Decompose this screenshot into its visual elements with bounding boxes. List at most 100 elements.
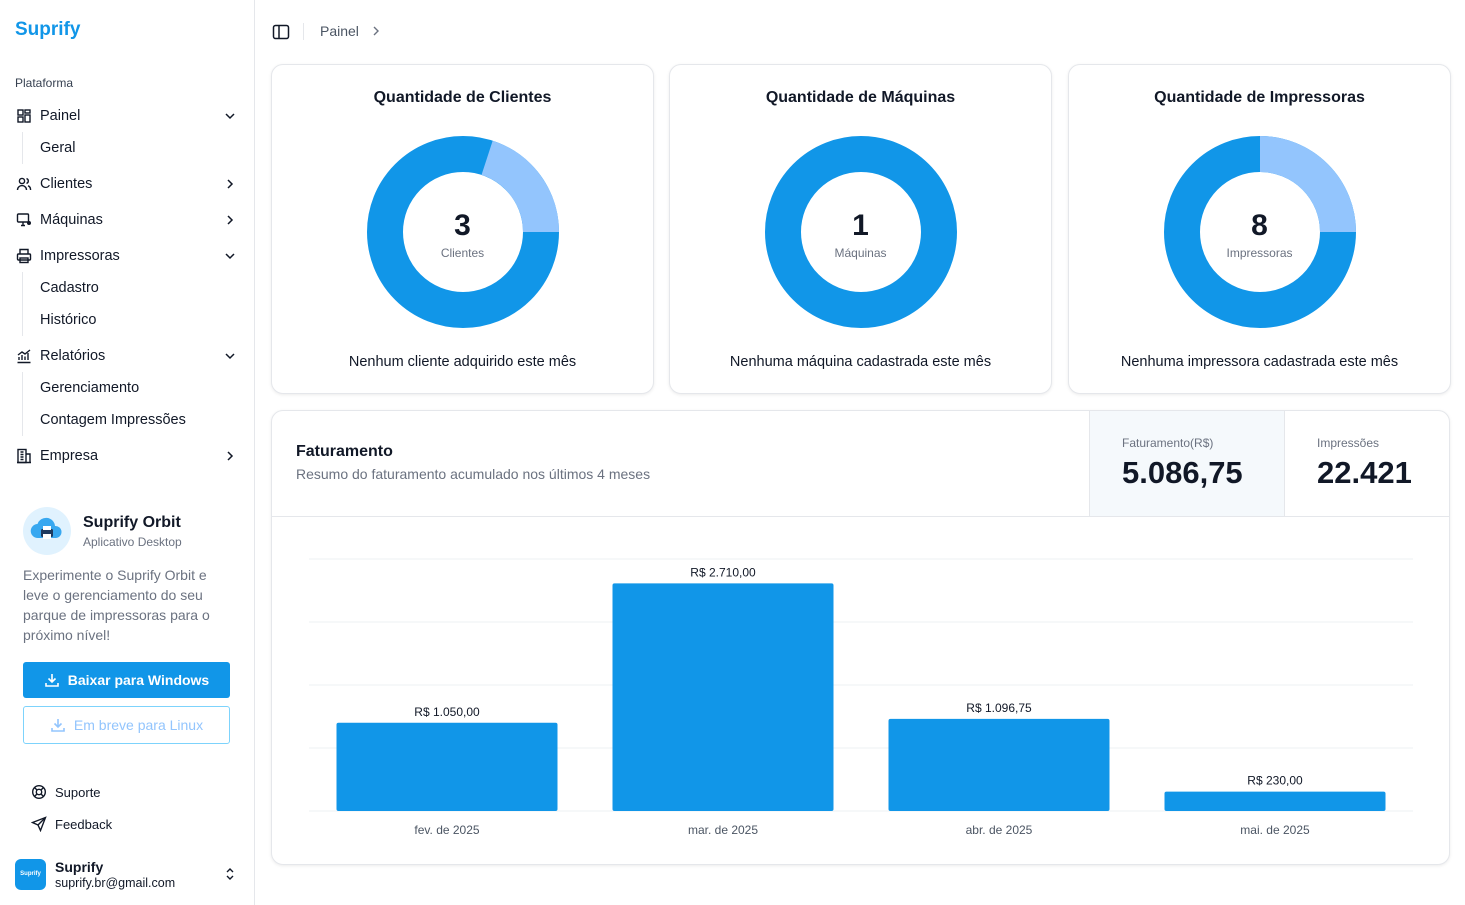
bar[interactable] <box>336 722 558 811</box>
sidebar-toggle-icon[interactable] <box>271 22 291 42</box>
chart-line-icon <box>16 348 32 364</box>
linux-coming-soon-label: Em breve para Linux <box>73 717 204 733</box>
stat-value: 1 <box>852 209 869 242</box>
download-icon <box>51 719 65 732</box>
sidebar-item-label: Empresa <box>40 448 99 464</box>
stat-title: Quantidade de Impressoras <box>1154 89 1365 106</box>
sidebar-item-painel[interactable]: Painel <box>8 100 248 132</box>
user-email: suprify.br@gmail.com <box>55 875 176 890</box>
donut-track <box>765 136 957 328</box>
stat-card-maquinas: Quantidade de Máquinas 1 Máquinas Nenhum… <box>669 64 1052 394</box>
support-label: Suporte <box>55 784 101 800</box>
sidebar-item-maquinas[interactable]: Máquinas <box>8 204 248 236</box>
bar-data-label: R$ 1.050,00 <box>414 705 480 719</box>
donut-segment <box>480 140 559 233</box>
printer-icon <box>16 248 32 264</box>
sidebar-item-label: Máquinas <box>40 212 103 228</box>
kpi-revenue[interactable]: Faturamento(R$) 5.086,75 <box>1089 411 1285 516</box>
kpi-prints-value: 22.421 <box>1317 455 1412 490</box>
kpi-prints-label: Impressões <box>1317 436 1380 450</box>
kpi-prints[interactable]: Impressões 22.421 <box>1284 411 1450 516</box>
linux-coming-soon-button: Em breve para Linux <box>23 706 230 744</box>
stat-title: Quantidade de Clientes <box>373 89 552 106</box>
revenue-card: Faturamento Resumo do faturamento acumul… <box>271 410 1450 865</box>
sidebar-submenu-relatorios: Gerenciamento Contagem Impressões <box>22 372 248 436</box>
x-tick-label: mai. de 2025 <box>1240 823 1310 837</box>
bar-data-label: R$ 2.710,00 <box>690 565 756 579</box>
chevron-down-icon <box>222 108 238 124</box>
stat-title: Quantidade de Máquinas <box>765 89 956 106</box>
sidebar-subitem-gerenciamento[interactable]: Gerenciamento <box>40 380 140 396</box>
user-menu[interactable]: Suprify Suprify suprify.br@gmail.com <box>15 856 240 892</box>
promo-title: Suprify Orbit <box>83 513 181 531</box>
breadcrumb-item-painel[interactable]: Painel <box>320 23 359 39</box>
breadcrumb: Painel <box>320 23 383 39</box>
chevron-down-icon <box>222 248 238 264</box>
download-windows-label: Baixar para Windows <box>67 672 210 688</box>
chevron-right-icon <box>222 212 238 228</box>
chevrons-up-down-icon <box>224 866 236 887</box>
building-icon <box>16 448 32 464</box>
bar[interactable] <box>888 718 1110 811</box>
sidebar-subitem-cadastro[interactable]: Cadastro <box>40 280 99 296</box>
stat-unit: Impressoras <box>1226 246 1293 260</box>
download-windows-button[interactable]: Baixar para Windows <box>23 662 230 698</box>
sidebar-submenu-painel: Geral <box>22 132 248 164</box>
revenue-bar-chart: R$ 1.050,00 fev. de 2025 R$ 2.710,00 mar. d… <box>309 558 1413 837</box>
lifebuoy-icon <box>31 784 47 800</box>
feedback-label: Feedback <box>55 816 113 832</box>
dashboard-icon <box>16 108 32 124</box>
stat-unit: Clientes <box>440 246 485 260</box>
sidebar-submenu-impressoras: Cadastro Histórico <box>22 272 248 336</box>
sidebar-item-label: Clientes <box>40 176 93 192</box>
sidebar-subitem-geral[interactable]: Geral <box>40 140 76 156</box>
donut-chart <box>367 136 559 328</box>
topbar-divider <box>303 23 304 40</box>
promo-description: Experimente o Suprify Orbit e leve o ger… <box>23 567 210 643</box>
sidebar-subitem-historico[interactable]: Histórico <box>40 312 97 328</box>
sidebar-nav: Painel Geral Clientes Máquinas <box>8 100 248 476</box>
user-name: Suprify <box>55 858 104 875</box>
sidebar-item-label: Impressoras <box>40 248 120 264</box>
desktop-app-promo: Suprify Orbit Aplicativo Desktop Experim… <box>23 507 231 744</box>
revenue-subtitle: Resumo do faturamento acumulado nos últi… <box>296 466 651 482</box>
promo-subtitle: Aplicativo Desktop <box>83 534 182 549</box>
chevron-down-icon <box>222 348 238 364</box>
stat-unit: Máquinas <box>834 246 887 260</box>
sidebar-item-clientes[interactable]: Clientes <box>8 168 248 200</box>
x-tick-label: mar. de 2025 <box>688 823 758 837</box>
brand-logo[interactable]: Suprify <box>15 19 81 40</box>
stat-value: 3 <box>454 209 471 242</box>
cloud-printer-icon <box>23 507 71 555</box>
donut-chart <box>1164 136 1356 328</box>
x-tick-label: fev. de 2025 <box>414 823 479 837</box>
sidebar-item-label: Relatórios <box>40 348 106 364</box>
users-icon <box>16 176 32 192</box>
support-link[interactable]: Suporte <box>31 776 112 808</box>
stat-footer: Nenhuma máquina cadastrada este mês <box>729 354 992 370</box>
revenue-header: Faturamento Resumo do faturamento acumul… <box>272 411 1449 517</box>
avatar: Suprify <box>15 858 46 890</box>
download-icon <box>44 674 59 687</box>
sidebar-item-label: Painel <box>40 108 81 124</box>
chevron-right-icon <box>222 448 238 464</box>
chevron-right-icon <box>222 176 238 192</box>
sidebar-item-empresa[interactable]: Empresa <box>8 440 248 472</box>
chevron-right-icon <box>373 26 379 36</box>
stat-card-clientes: Quantidade de Clientes 3 Clientes Nenhum… <box>271 64 654 394</box>
revenue-title: Faturamento <box>296 443 393 460</box>
bar[interactable] <box>1164 791 1386 811</box>
bar[interactable] <box>612 583 834 811</box>
sidebar-footer-links: Suporte Feedback <box>31 776 112 840</box>
send-icon <box>31 816 47 832</box>
donut-segment <box>1259 136 1356 233</box>
feedback-link[interactable]: Feedback <box>31 808 112 840</box>
sidebar: Suprify Plataforma Painel Geral Clientes <box>0 0 255 905</box>
stat-card-impressoras: Quantidade de Impressoras 8 Impressoras … <box>1068 64 1451 394</box>
donut-chart <box>765 136 957 328</box>
sidebar-subitem-contagem-impressoes[interactable]: Contagem Impressões <box>40 412 186 428</box>
monitor-icon <box>16 212 32 228</box>
topbar: Painel <box>255 0 1465 64</box>
sidebar-item-relatorios[interactable]: Relatórios <box>8 340 248 372</box>
sidebar-item-impressoras[interactable]: Impressoras <box>8 240 248 272</box>
